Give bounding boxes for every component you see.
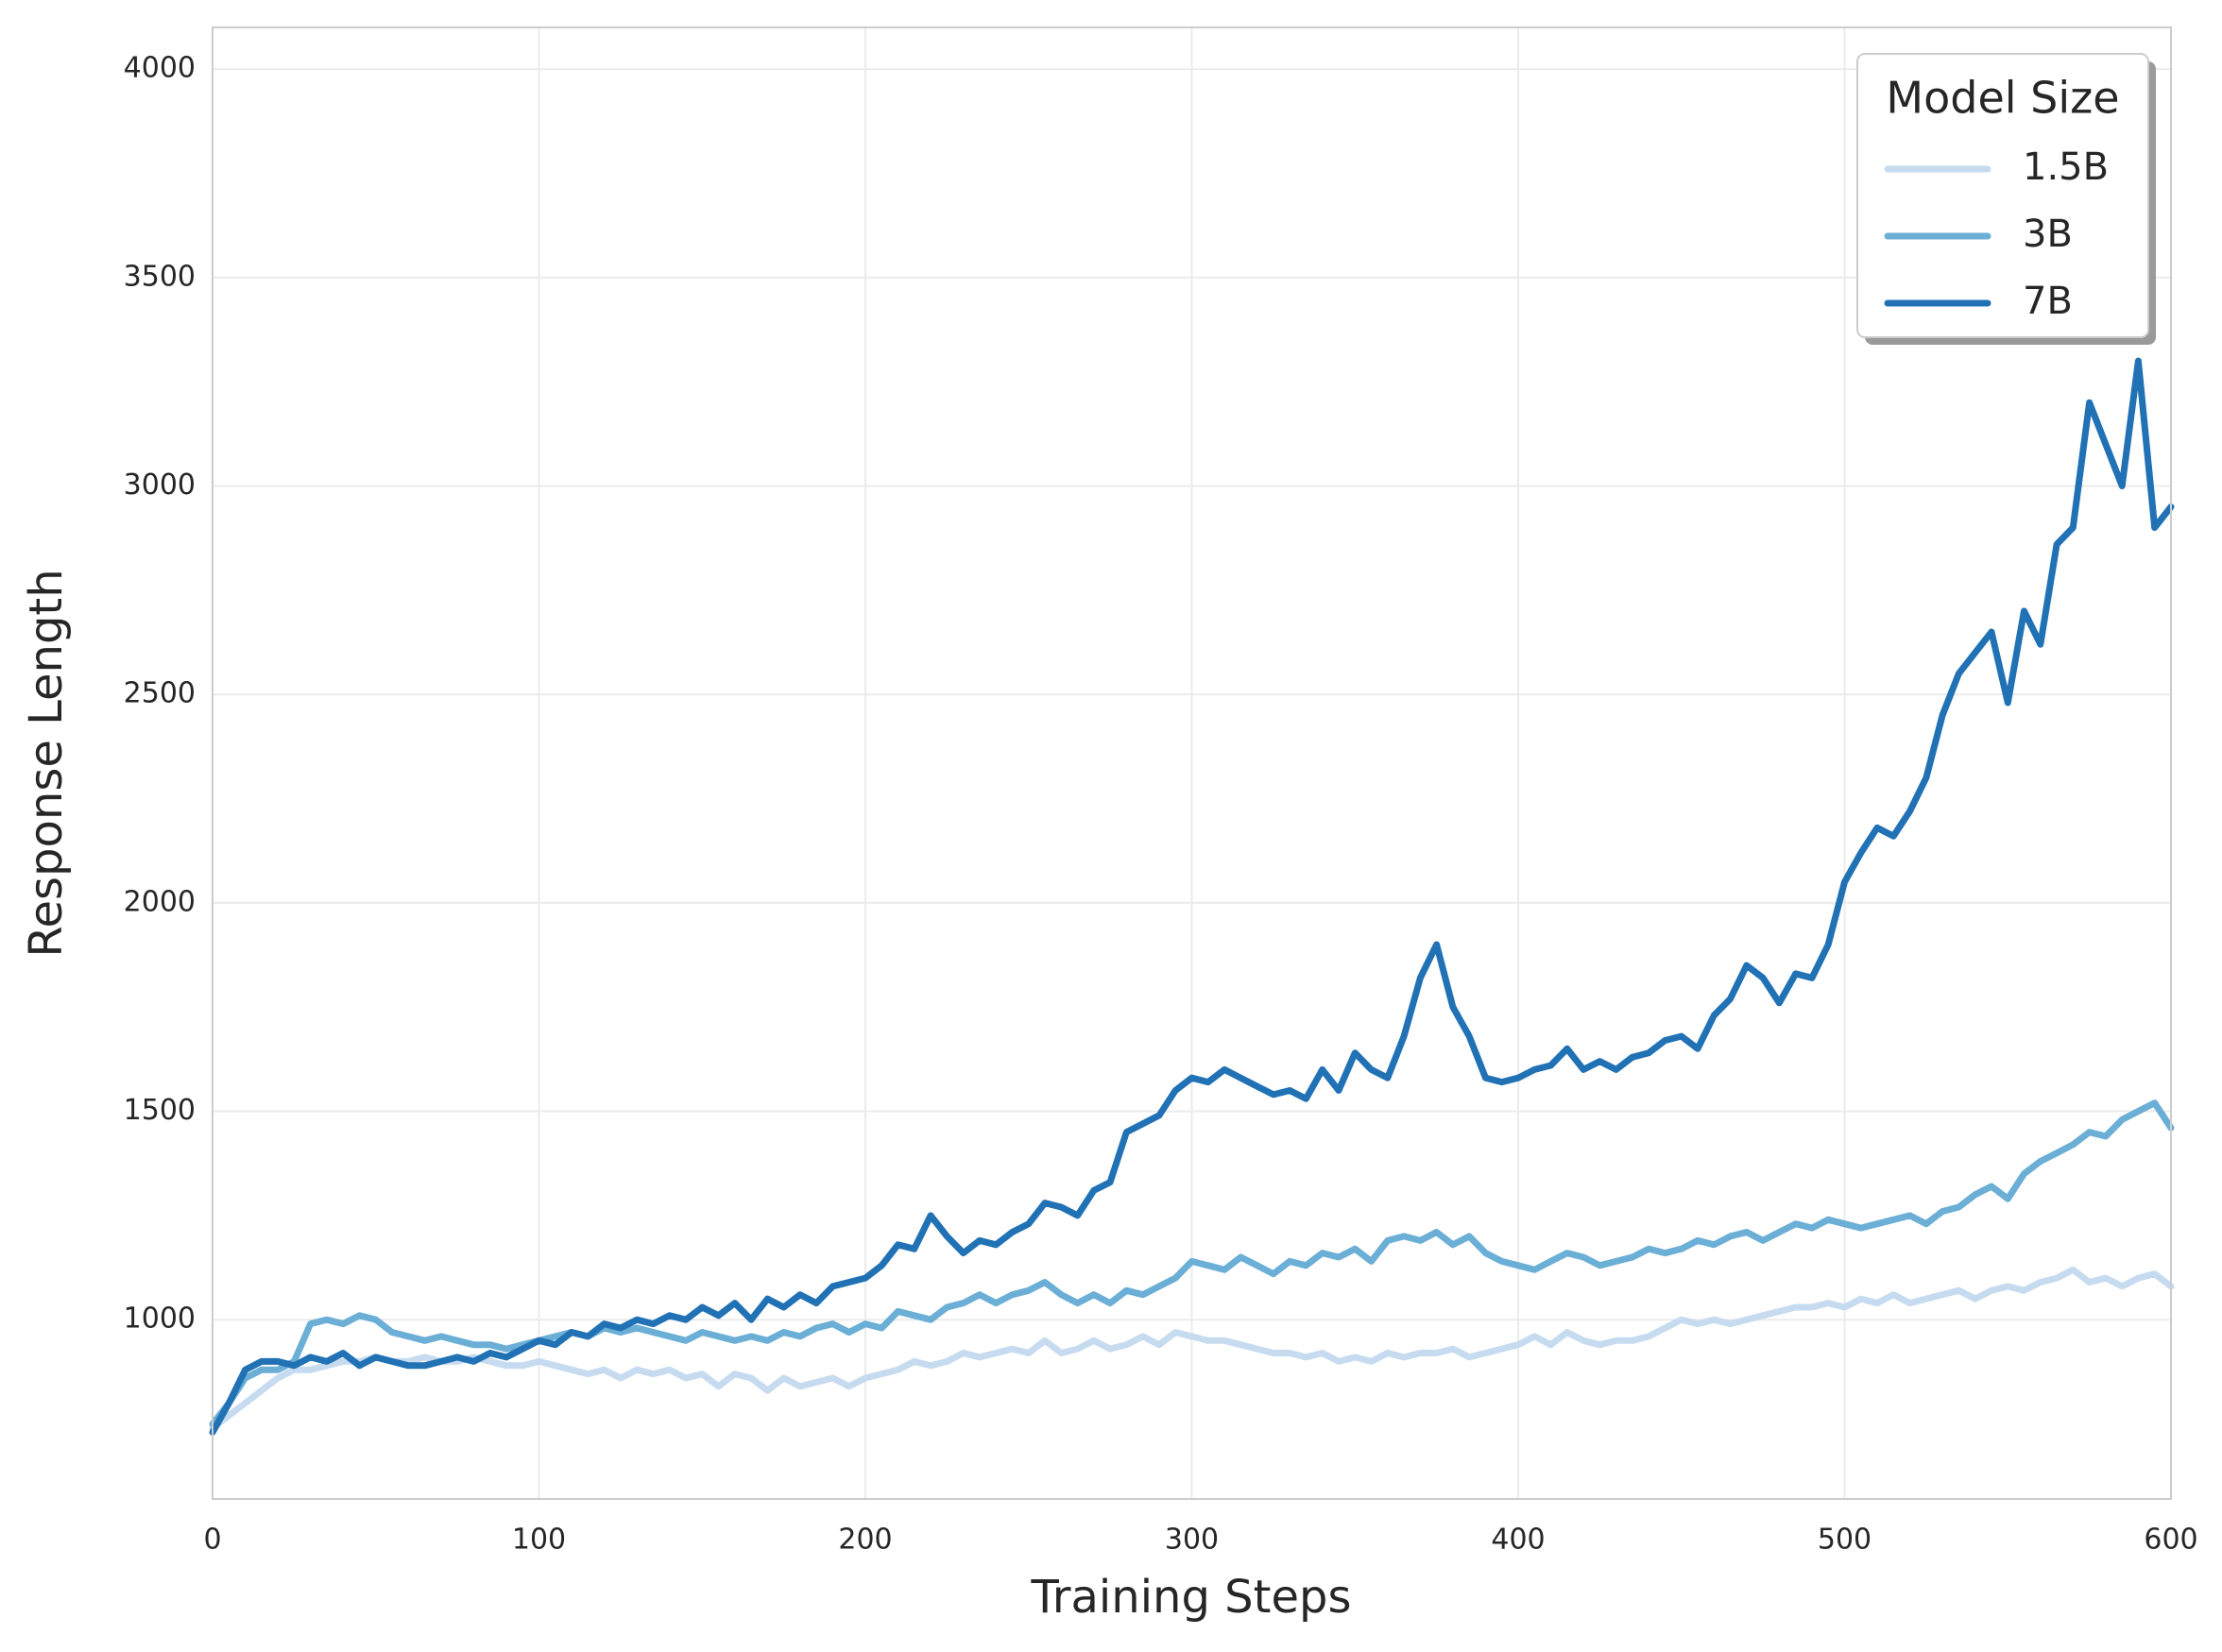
legend-box: [1856, 53, 2149, 338]
x-tick-label: 200: [838, 1524, 892, 1557]
series-line: [209, 357, 2175, 1436]
x-tick-label: 100: [512, 1524, 566, 1557]
y-tick-label: 1000: [124, 1303, 196, 1336]
x-axis-label: Training Steps: [1031, 1571, 1352, 1624]
legend-title: Model Size: [1886, 73, 2119, 124]
grid: [212, 27, 2172, 1499]
legend-label: 1.5B: [2023, 145, 2109, 189]
x-tick-label: 600: [2144, 1524, 2197, 1557]
plot-frame: [212, 26, 2172, 1500]
x-tick-label: 0: [203, 1524, 221, 1557]
y-axis-label: Response Length: [20, 569, 73, 957]
y-tick-label: 2000: [124, 885, 196, 918]
x-tick-label: 300: [1165, 1524, 1219, 1557]
series-line: [209, 1266, 2175, 1432]
x-tick-label: 500: [1818, 1524, 1872, 1557]
lines: [209, 357, 2175, 1436]
legend-label: 3B: [2023, 213, 2073, 256]
y-tick-label: 3500: [124, 260, 196, 293]
ticks: 0 100 200 300 400 500 600 1000 1500 2000 2500 3000 3…: [124, 52, 2198, 1557]
y-tick-label: 2500: [124, 677, 196, 710]
legend-label: 7B: [2023, 280, 2073, 323]
x-tick-label: 400: [1491, 1524, 1545, 1557]
legend: Model Size 1.5B 3B 7B: [1856, 53, 2156, 345]
y-tick-label: 3000: [124, 468, 196, 502]
y-tick-label: 1500: [124, 1094, 196, 1127]
y-tick-label: 4000: [124, 52, 196, 85]
